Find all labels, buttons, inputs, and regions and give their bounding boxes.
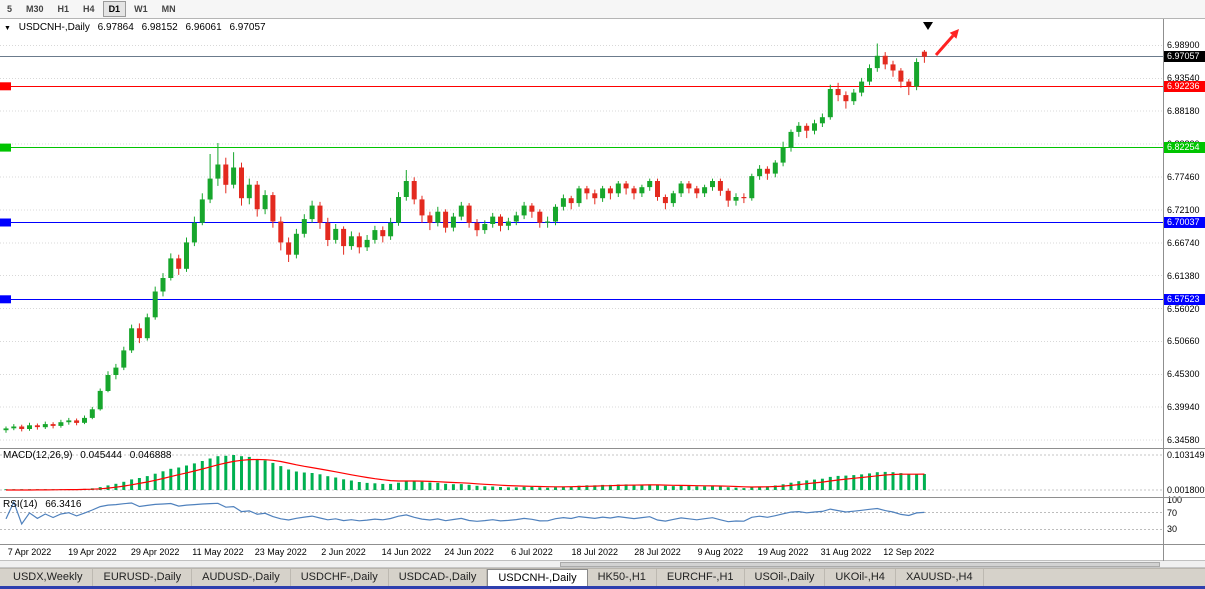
price-axis-label: 6.56020 [1167,303,1200,314]
symbol-tab-usdcad[interactable]: USDCAD-,Daily [389,569,488,587]
macd-signal-value: 0.046888 [129,450,172,461]
ohlc-close: 6.97057 [229,22,266,33]
hline-price-tag: 6.92236 [1164,80,1205,92]
window-status-strip [0,586,1205,589]
bid-price-tag: 6.97057 [1164,51,1205,63]
rsi-name: RSI(14) [3,499,38,510]
symbol-tab-eurchf[interactable]: EURCHF-,H1 [657,569,745,587]
macd-axis-label: 0.001800 [1167,485,1205,495]
date-axis-label: 9 Aug 2022 [697,547,744,557]
hline-price-tag: 6.82254 [1164,142,1205,154]
price-axis-label: 6.88180 [1167,106,1200,117]
ohlc-open: 6.97864 [97,22,134,33]
macd-name: MACD(12,26,9) [3,450,73,461]
timeframe-button-h4[interactable]: H4 [83,4,95,14]
symbol-marker-icon: ▼ [4,25,11,32]
date-axis-label: 11 May 2022 [192,547,244,557]
rsi-label: RSI(14) 66.3416 [3,499,86,510]
hline-price-tag: 6.70037 [1164,217,1205,229]
ohlc-high: 6.98152 [141,22,178,33]
date-axis-label: 31 Aug 2022 [820,547,872,557]
symbol-tab-usdchf[interactable]: USDCHF-,Daily [291,569,389,587]
rsi-panel[interactable]: RSI(14) 66.3416 [0,498,1163,544]
timeframe-button-5[interactable]: 5 [7,4,13,14]
rsi-canvas [0,500,1163,530]
symbol-tab-hk50[interactable]: HK50-,H1 [588,569,657,587]
symbol-tab-usdcnh[interactable]: USDCNH-,Daily [487,569,588,587]
symbol-tab-usdx[interactable]: USDX,Weekly [3,569,94,587]
date-axis-label: 28 Jul 2022 [634,547,681,557]
macd-main-value: 0.045444 [80,450,122,461]
ohlc-low: 6.96061 [185,22,222,33]
date-axis-label: 24 Jun 2022 [444,547,494,557]
date-axis-label: 6 Jul 2022 [511,547,553,557]
symbol-title: USDCNH-,Daily [18,22,90,33]
panel-divider [0,448,1205,449]
horizontal-scrollbar[interactable] [0,561,1205,568]
timeframe-button-mn[interactable]: MN [161,4,176,14]
symbol-tab-eurusd[interactable]: EURUSD-,Daily [93,569,193,587]
date-axis-label: 14 Jun 2022 [381,547,432,557]
timeframe-button-w1[interactable]: W1 [134,4,148,14]
date-axis-label: 2 Jun 2022 [321,547,366,557]
price-axis-label: 6.50660 [1167,336,1200,347]
panel-divider [0,497,1205,498]
date-axis-label: 23 May 2022 [254,547,307,557]
price-axis-label: 6.45300 [1167,369,1200,380]
date-axis-label: 19 Apr 2022 [68,547,117,557]
scrollbar-thumb[interactable] [560,562,1160,567]
rsi-axis-label: 100 [1167,495,1183,505]
date-axis-label: 19 Aug 2022 [757,547,809,557]
axis-divider [0,560,1205,561]
macd-canvas [0,454,1163,491]
main-chart-panel[interactable]: ▼ USDCNH-,Daily 6.97864 6.98152 6.96061 … [0,19,1163,448]
date-axis-label: 18 Jul 2022 [571,547,619,557]
hline-price-tag: 6.57523 [1164,293,1205,305]
timeframe-toolbar: 5 M30 H1 H4 D1 W1 MN [0,0,1205,19]
price-axis-label: 6.34580 [1167,435,1200,446]
price-axis-label: 6.98900 [1167,40,1200,51]
macd-axis-label: 0.103149 [1167,450,1205,460]
price-axis-label: 6.61380 [1167,270,1200,281]
price-axis-label: 6.93540 [1167,73,1200,84]
symbol-tab-audusd[interactable]: AUDUSD-,Daily [192,569,291,587]
date-axis-label: 12 Sep 2022 [883,547,935,557]
symbol-tab-xauusd[interactable]: XAUUSD-,H4 [896,569,984,587]
price-axis[interactable]: 6.989006.935406.881806.828206.774606.721… [1164,19,1205,560]
price-axis-label: 6.77460 [1167,171,1200,182]
macd-label: MACD(12,26,9) 0.045444 0.046888 [3,450,176,461]
time-axis[interactable]: 7 Apr 2022 19 Apr 2022 29 Apr 2022 11 May 2… [0,545,1163,560]
date-axis-label: 7 Apr 2022 [7,547,52,557]
timeframe-button-d1[interactable]: D1 [102,1,127,17]
price-axis-label: 6.66740 [1167,237,1200,248]
candlestick-canvas [0,22,1163,441]
symbol-tab-ukoil[interactable]: UKOil-,H4 [825,569,896,587]
date-axis-label: 29 Apr 2022 [130,547,180,557]
price-axis-label: 6.72100 [1167,204,1200,215]
macd-panel[interactable]: MACD(12,26,9) 0.045444 0.046888 [0,449,1163,497]
timeframe-button-m30[interactable]: M30 [26,4,44,14]
rsi-axis-label: 70 [1167,507,1178,518]
axis-border [1163,19,1164,561]
symbol-tab-usoil[interactable]: USOil-,Daily [745,569,826,587]
rsi-axis-label: 30 [1167,524,1178,535]
panel-divider [0,544,1205,545]
rsi-value: 66.3416 [45,499,82,510]
timeframe-button-h1[interactable]: H1 [57,4,70,14]
chart-tab-bar: USDX,Weekly EURUSD-,Daily AUDUSD-,Daily USD… [0,568,1205,587]
chart-ohlc-header: ▼ USDCNH-,Daily 6.97864 6.98152 6.96061 … [4,22,271,33]
price-axis-label: 6.39940 [1167,402,1200,413]
